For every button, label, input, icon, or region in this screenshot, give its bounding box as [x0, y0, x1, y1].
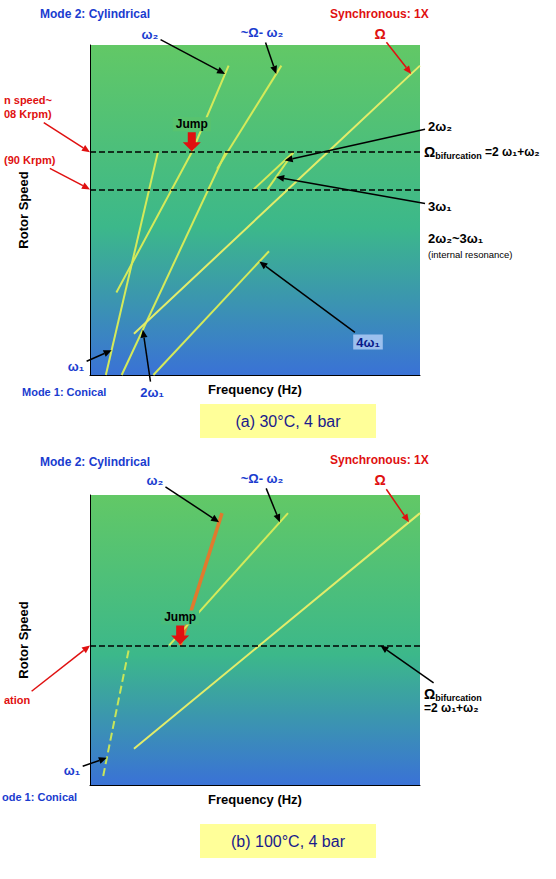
svg-text:Ω: Ω — [374, 472, 385, 488]
svg-text:2ω₂~3ω₁: 2ω₂~3ω₁ — [428, 231, 483, 246]
svg-text:ation: ation — [4, 694, 31, 706]
svg-text:Frequency (Hz): Frequency (Hz) — [208, 382, 302, 397]
svg-text:ω₂: ω₂ — [147, 473, 164, 488]
svg-text:Synchronous: 1X: Synchronous: 1X — [330, 7, 429, 21]
svg-text:Mode 1: Conical: Mode 1: Conical — [22, 386, 106, 398]
svg-text:ω₁: ω₁ — [68, 359, 84, 374]
svg-text:Rotor Speed: Rotor Speed — [16, 601, 31, 678]
svg-text:4ω₁: 4ω₁ — [356, 335, 380, 350]
svg-text:~Ω- ω₂: ~Ω- ω₂ — [241, 471, 284, 486]
svg-text:Jump: Jump — [164, 610, 196, 624]
svg-text:n speed~: n speed~ — [4, 94, 53, 106]
svg-text:Synchronous: 1X: Synchronous: 1X — [330, 453, 429, 467]
svg-text:08 Krpm): 08 Krpm) — [4, 108, 52, 120]
svg-text:~Ω- ω₂: ~Ω- ω₂ — [241, 25, 284, 40]
svg-text:ω₁: ω₁ — [64, 763, 80, 778]
svg-text:Frequency (Hz): Frequency (Hz) — [208, 792, 302, 807]
svg-text:Rotor Speed: Rotor Speed — [16, 171, 31, 248]
svg-text:Ω: Ω — [424, 144, 435, 160]
svg-text:Ω: Ω — [374, 26, 385, 42]
svg-text:Mode 2: Cylindrical: Mode 2: Cylindrical — [40, 455, 150, 469]
svg-text:2ω₂: 2ω₂ — [428, 119, 452, 134]
svg-text:Mode 2: Cylindrical: Mode 2: Cylindrical — [40, 7, 150, 21]
svg-text:3ω₁: 3ω₁ — [428, 199, 452, 214]
svg-text:ω₂: ω₂ — [142, 27, 159, 42]
svg-text:(b) 100°C, 4 bar: (b) 100°C, 4 bar — [231, 833, 346, 850]
svg-text:bifurcation: bifurcation — [435, 151, 482, 161]
svg-text:(90 Krpm): (90 Krpm) — [4, 154, 56, 166]
svg-text:(a) 30°C, 4 bar: (a) 30°C, 4 bar — [235, 413, 341, 430]
svg-text:ode 1: Conical: ode 1: Conical — [2, 791, 77, 803]
svg-text:2ω₁: 2ω₁ — [140, 385, 164, 400]
svg-text:=2 ω₁+ω₂: =2 ω₁+ω₂ — [424, 701, 479, 715]
svg-text:bifurcation: bifurcation — [435, 692, 482, 703]
svg-text:=2 ω₁+ω₂: =2 ω₁+ω₂ — [482, 145, 540, 159]
svg-text:(internal resonance): (internal resonance) — [428, 249, 513, 260]
svg-text:Jump: Jump — [176, 117, 208, 131]
svg-text:Ω: Ω — [424, 686, 435, 702]
